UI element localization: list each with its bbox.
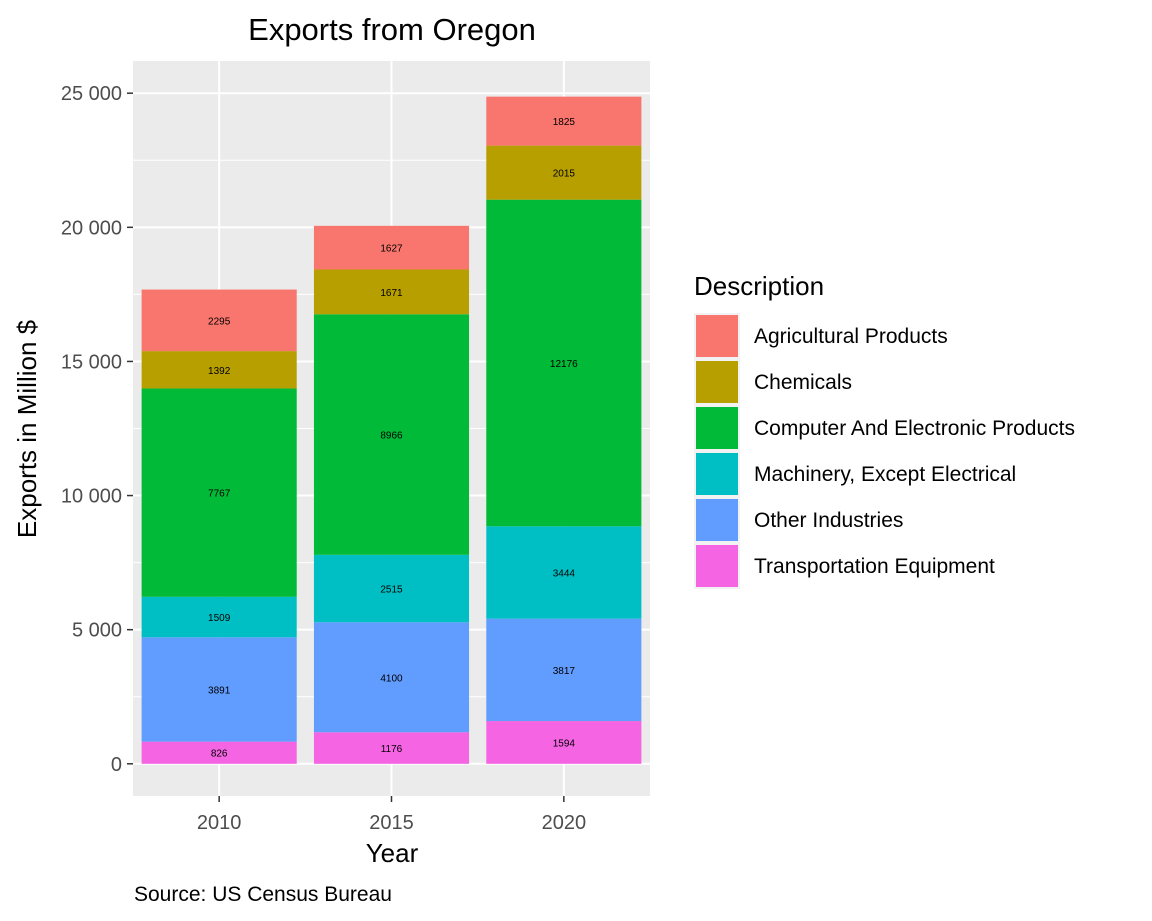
bar-segment — [486, 96, 642, 146]
chart-caption: Source: US Census Bureau — [134, 883, 392, 906]
bar-segment — [141, 596, 297, 638]
bar-segment — [486, 618, 642, 722]
bar-segment — [486, 199, 642, 527]
bar-value-label: 7767 — [208, 489, 231, 500]
legend-label: Other Industries — [754, 509, 903, 532]
bar-segment — [141, 351, 297, 389]
bar-segment — [313, 269, 470, 315]
bar-value-label: 8966 — [380, 431, 403, 442]
bar-segment — [486, 145, 642, 200]
bar-value-label: 2515 — [380, 585, 403, 596]
bar-segment — [313, 314, 470, 555]
chart-title: Exports from Oregon — [248, 12, 536, 47]
legend-swatch — [696, 407, 738, 449]
y-tick-label: 20 000 — [61, 217, 122, 239]
x-tick-label: 2020 — [542, 812, 587, 834]
y-axis-title: Exports in Million $ — [12, 319, 42, 538]
y-tick-label: 10 000 — [61, 486, 122, 508]
bar-segment — [141, 637, 297, 742]
legend-label: Computer And Electronic Products — [754, 417, 1075, 440]
bar-segment — [313, 225, 470, 270]
bar-value-label: 4100 — [380, 673, 403, 684]
bar-segment — [313, 622, 470, 733]
bar-segment — [141, 741, 297, 764]
bar-value-label: 1671 — [380, 288, 403, 299]
y-axis: 0 5 000 10 000 15 000 20 000 25 000 — [61, 83, 133, 776]
legend-title: Description — [694, 271, 824, 301]
bar-value-label: 3891 — [208, 685, 231, 696]
bar-value-label: 12176 — [550, 359, 578, 370]
bar-stacks — [141, 96, 642, 764]
x-tick-label: 2010 — [197, 812, 242, 834]
legend-swatch — [696, 315, 738, 357]
bar-value-label: 1627 — [380, 244, 403, 255]
y-tick-label: 5 000 — [72, 620, 122, 642]
bar-value-label: 3817 — [553, 666, 576, 677]
data-labels: 826 3891 1509 7767 1392 2295 1176 4100 2515 8966 1… — [208, 117, 578, 760]
legend-label: Chemicals — [754, 371, 852, 394]
legend-swatch — [696, 499, 738, 541]
legend-label: Transportation Equipment — [754, 555, 995, 578]
bar-segment — [486, 526, 642, 619]
bar-value-label: 2015 — [553, 169, 576, 180]
bar-value-label: 1392 — [208, 366, 231, 377]
legend-swatch — [696, 453, 738, 495]
y-tick-label: 25 000 — [61, 83, 122, 105]
legend-label: Machinery, Except Electrical — [754, 463, 1016, 486]
x-tick-label: 2015 — [369, 812, 414, 834]
bar-segment — [141, 289, 297, 352]
bar-value-label: 1594 — [553, 738, 576, 749]
bar-value-label: 1176 — [381, 744, 403, 755]
legend: Description Agricultural Products Chemica… — [694, 271, 1075, 589]
y-tick-label: 0 — [111, 754, 122, 776]
bar-value-label: 1509 — [208, 613, 231, 624]
bar-value-label: 1825 — [553, 117, 576, 128]
bar-value-label: 3444 — [553, 568, 576, 579]
legend-swatch — [696, 545, 738, 587]
bar-segment — [141, 388, 297, 597]
bar-value-label: 826 — [211, 749, 228, 760]
x-axis-title: Year — [366, 838, 419, 868]
x-axis: 2010 2015 2020 — [197, 796, 586, 834]
legend-label: Agricultural Products — [754, 325, 948, 348]
bar-value-label: 2295 — [208, 316, 231, 327]
legend-swatch — [696, 361, 738, 403]
bar-segment — [313, 554, 470, 623]
y-tick-label: 15 000 — [61, 351, 122, 373]
bar-segment — [313, 732, 470, 764]
bar-segment — [486, 721, 642, 764]
